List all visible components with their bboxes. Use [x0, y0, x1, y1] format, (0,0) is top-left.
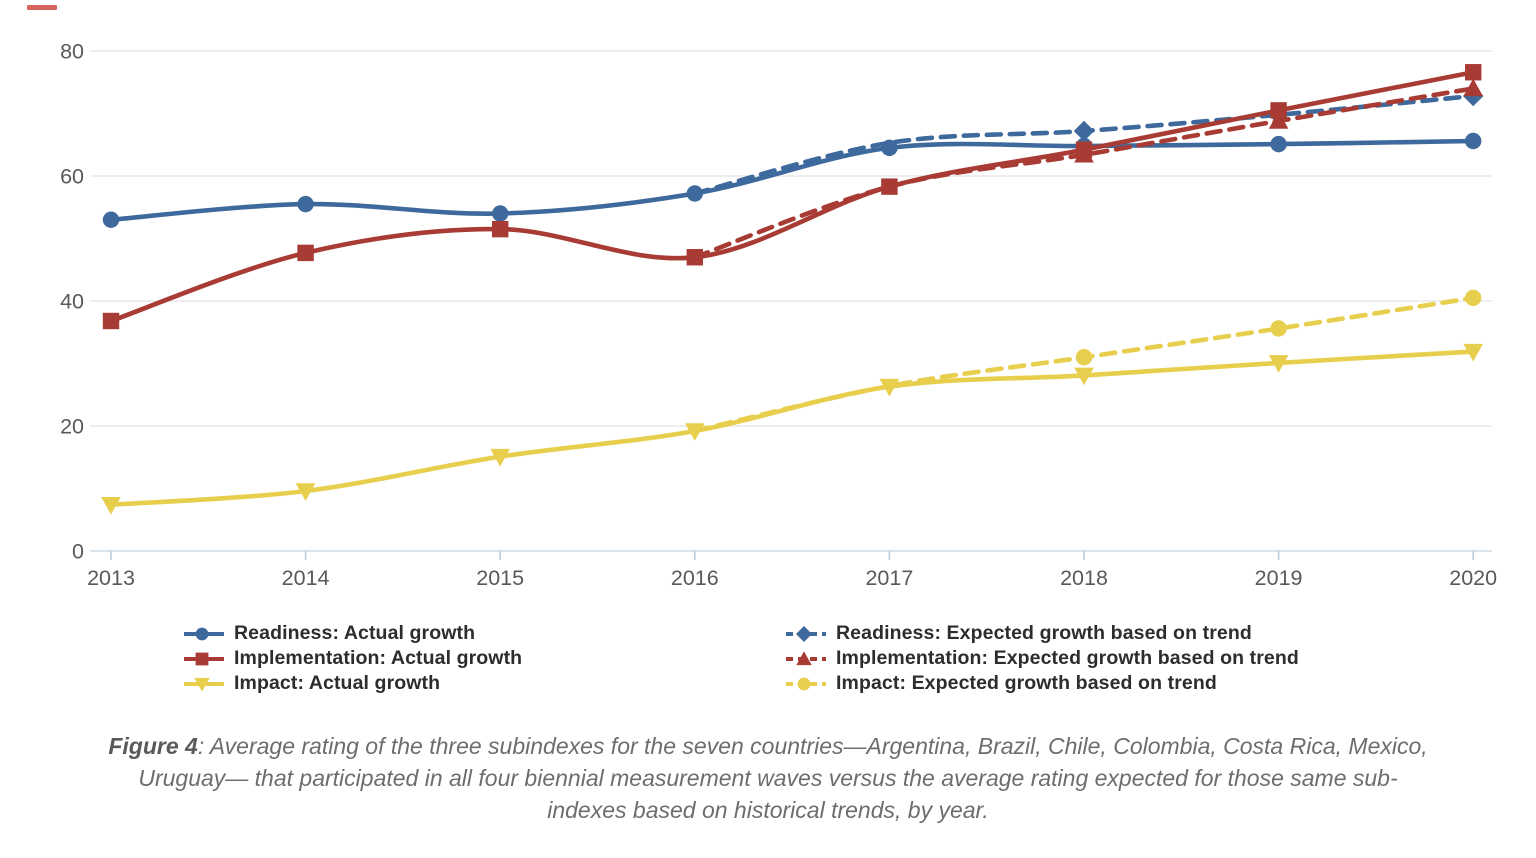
marker-implementation-expected-2020: [1463, 78, 1484, 97]
y-axis-label-60: 60: [60, 165, 84, 189]
legend-label: Readiness: Actual growth: [234, 622, 476, 644]
marker-readiness-actual-2013: [102, 211, 120, 228]
marker-impact-actual-2014: [295, 483, 316, 501]
figure-caption: Figure 4: Average rating of the three su…: [0, 730, 1536, 826]
marker-implementation-actual-2020: [1465, 64, 1482, 81]
marker-implementation-actual-2017: [881, 178, 898, 195]
marker-implementation-expected-2019: [1268, 111, 1289, 129]
x-axis-label-2016: 2016: [671, 566, 719, 590]
y-axis-label-20: 20: [60, 415, 84, 439]
legend-marker-impact-actual: [194, 677, 210, 692]
line-chart: 0 20 40 60 80 2013 2014 2015 2016 2017 2018 2019 202…: [60, 40, 1497, 591]
marker-impact-expected-2020: [1465, 289, 1482, 307]
marker-readiness-actual-2020: [1465, 132, 1482, 150]
circle-legend-icon: [184, 627, 224, 640]
legend-item-implementation-actual[interactable]: Implementation: Actual growth: [183, 647, 785, 670]
caption-line-3: indexes based on historical trends, by y…: [547, 797, 989, 823]
legend-label: Implementation: Actual growth: [234, 647, 523, 669]
legend-marker-implementation-expected: [796, 650, 812, 665]
legend-marker-implementation-actual: [195, 652, 209, 665]
caption-line-2: Uruguay— that participated in all four b…: [138, 765, 1398, 791]
marker-impact-actual-2020: [1463, 343, 1484, 362]
marker-implementation-actual-2016: [686, 249, 703, 266]
marker-impact-actual-2019: [1268, 355, 1289, 373]
caption-line-1: : Average rating of the three subindexes…: [197, 733, 1428, 759]
chart-canvas: 0 20 40 60 80 2013 2014 2015 2016 2017 2018 2019 202…: [60, 40, 1497, 591]
cropped-content-artifact: [27, 5, 57, 10]
x-axis-label-2014: 2014: [282, 566, 330, 590]
x-axis-label-2018: 2018: [1060, 566, 1108, 590]
legend-marker-impact-expected: [797, 677, 811, 690]
marker-impact-expected-2019: [1270, 320, 1287, 337]
legend-marker-readiness-expected: [796, 625, 812, 642]
marker-readiness-actual-2019: [1270, 135, 1287, 153]
legend-item-implementation-expected[interactable]: Implementation: Expected growth based on…: [785, 647, 1299, 670]
legend-label: Impact: Actual growth: [234, 672, 441, 694]
legend-item-readiness-actual[interactable]: Readiness: Actual growth: [183, 622, 785, 645]
legend-item-impact-actual[interactable]: Impact: Actual growth: [183, 672, 785, 695]
series-line-readiness-actual: [108, 138, 1476, 223]
marker-implementation-actual-2015: [492, 220, 509, 238]
marker-impact-expected-2018: [1075, 349, 1093, 366]
marker-readiness-actual-2015: [492, 205, 509, 222]
legend-item-impact-expected[interactable]: Impact: Expected growth based on trend: [785, 672, 1299, 695]
legend-label: Impact: Expected growth based on trend: [836, 672, 1217, 694]
chart-legend: Readiness: Actual growth Readiness: Expec…: [183, 622, 1299, 695]
legend-label: Readiness: Expected growth based on tren…: [836, 622, 1252, 644]
y-axis-label-0: 0: [72, 540, 84, 564]
y-axis-label-40: 40: [60, 290, 84, 314]
triangle-down-legend-icon: [184, 677, 224, 692]
marker-readiness-actual-2014: [297, 195, 314, 213]
x-axis-label-2015: 2015: [476, 566, 524, 590]
x-axis-label-2019: 2019: [1255, 566, 1303, 590]
series-line-impact-actual: [108, 349, 1476, 508]
figure-label: Figure 4: [108, 733, 198, 759]
x-axis-label-2020: 2020: [1449, 566, 1497, 590]
marker-implementation-actual-2013: [102, 312, 120, 330]
x-axis-label-2013: 2013: [87, 566, 135, 590]
legend-label: Implementation: Expected growth based on…: [836, 647, 1299, 669]
marker-impact-actual-2018: [1074, 367, 1094, 386]
circle-legend-icon: [786, 677, 826, 690]
series-line-implementation-expected: [692, 86, 1476, 260]
legend-item-readiness-expected[interactable]: Readiness: Expected growth based on tren…: [785, 622, 1299, 645]
y-axis-label-80: 80: [60, 40, 84, 64]
marker-implementation-actual-2014: [297, 244, 314, 262]
legend-marker-readiness-actual: [195, 627, 209, 640]
marker-implementation-actual-2018: [1075, 141, 1093, 158]
marker-impact-actual-2015: [490, 448, 511, 467]
x-axis-label-2017: 2017: [865, 566, 913, 590]
square-legend-icon: [184, 652, 224, 665]
diamond-legend-icon: [786, 625, 826, 642]
triangle-up-legend-icon: [786, 650, 826, 665]
marker-impact-actual-2013: [101, 496, 121, 515]
series-line-implementation-actual: [108, 70, 1476, 324]
marker-readiness-expected-2018: [1073, 120, 1095, 142]
marker-implementation-actual-2019: [1270, 102, 1287, 119]
